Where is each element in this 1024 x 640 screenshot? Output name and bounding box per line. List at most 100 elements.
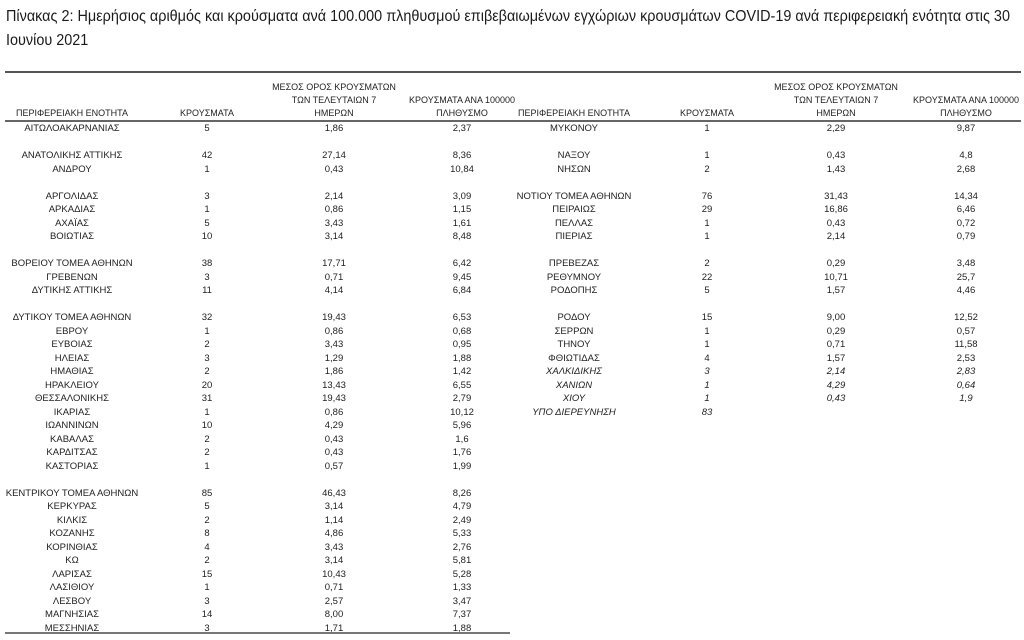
cell-per-100k: 3,47 [452,595,472,607]
cell-region: ΡΟΔΟΠΗΣ [550,285,598,296]
cell-per-100k: 14,34 [954,190,978,202]
cell-per-100k: 4,79 [452,501,472,512]
cell-per-100k: 2,76 [452,541,472,553]
table-row: ΗΡΑΚΛΕΙΟΥ 20 13,43 6,55 ΧΑΝΙΩΝ 1 4,29 0,64 [0,379,1024,393]
cell-avg-7day: 2,14 [826,231,846,242]
cell-region: ΚΙΛΚΙΣ [56,514,88,526]
table-row: ΔΥΤΙΚΟΥ ΤΟΜΕΑ ΑΘΗΝΩΝ 32 19,43 6,53 ΡΟΔΟΥ 15 9,… [0,311,1024,325]
cell-region: ΗΡΑΚΛΕΙΟΥ [45,379,99,391]
cell-per-100k: 8,48 [452,231,472,242]
cell-region: ΝΟΤΙΟΥ ΤΟΜΕΑ ΑΘΗΝΩΝ [516,190,632,202]
header-text: ΚΡΟΥΣΜΑΤΑ ΑΝΑ 100000 [409,95,515,105]
cell-cases: 14 [201,609,213,620]
cell-cases: 3 [204,622,210,634]
cell-avg-7day: 3,14 [324,555,344,566]
cell-per-100k: 2,37 [452,123,472,134]
cell-avg-7day: 10,71 [824,271,848,283]
cell-cases: 1 [704,379,710,391]
table-row: ΑΝΔΡΟΥ 1 0,43 10,84 ΝΗΣΩΝ 2 1,43 2,68 [0,163,1024,177]
cell-region: ΚΑΡΔΙΤΣΑΣ [46,447,98,458]
cell-region: ΘΕΣΣΑΛΟΝΙΚΗΣ [35,393,109,404]
cell-per-100k: 6,42 [452,258,472,269]
cell-per-100k: 1,88 [452,352,472,364]
cell-cases: 2 [704,163,710,175]
cell-cases: 2 [204,339,210,350]
cell-cases: 31 [201,393,213,404]
cell-per-100k: 9,45 [452,271,472,283]
table-row: ΕΒΡΟΥ 1 0,86 0,68 ΣΕΡΡΩΝ 1 0,29 0,57 [0,325,1024,339]
cell-cases: 1 [204,460,210,472]
cell-cases: 5 [704,285,710,296]
header-text: ΠΕΡΙΦΕΡΕΙΑΚΗ ΕΝΟΤΗΤΑ [15,108,129,118]
cell-cases: 2 [204,433,210,445]
cell-cases: 5 [204,217,210,229]
cell-per-100k: 1,76 [452,447,472,458]
cell-avg-7day: 0,43 [826,217,846,229]
cell-region: ΡΟΔΟΥ [557,312,591,323]
column-header-region: ΠΕΡΙΦΕΡΕΙΑΚΗ ΕΝΟΤΗΤΑ [499,80,649,120]
cell-cases: 2 [704,258,710,269]
cell-avg-7day: 3,43 [324,339,344,350]
header-text: ΠΛΗΘΥΣΜΟ [940,108,992,118]
cell-avg-7day: 46,43 [322,487,346,499]
cell-avg-7day: 0,43 [826,393,846,404]
cell-cases: 22 [701,271,713,283]
header-text: ΤΩΝ ΤΕΛΕΥΤΑΙΩΝ 7 [291,95,377,105]
cell-avg-7day: 0,86 [324,204,344,215]
cell-avg-7day: 31,43 [824,190,848,202]
cell-per-100k: 3,09 [452,190,472,202]
table-row: ΚΕΝΤΡΙΚΟΥ ΤΟΜΕΑ ΑΘΗΝΩΝ 85 46,43 8,26 [0,487,1024,501]
cell-region: ΚΕΡΚΥΡΑΣ [47,501,97,512]
cell-cases: 1 [204,582,210,593]
cell-cases: 2 [204,447,210,458]
cell-region: ΙΩΑΝΝΙΝΩΝ [45,420,99,431]
table-row: ΑΡΓΟΛΙΔΑΣ 3 2,14 3,09 ΝΟΤΙΟΥ ΤΟΜΕΑ ΑΘΗΝΩΝ 76 3… [0,190,1024,204]
cell-cases: 1 [704,231,710,242]
table-row: ΗΜΑΘΙΑΣ 2 1,86 1,42 ΧΑΛΚΙΔΙΚΗΣ 3 2,14 2,83 [0,365,1024,379]
cell-per-100k: 1,42 [452,366,472,377]
cell-cases: 20 [201,379,213,391]
table-row: ΚΑΣΤΟΡΙΑΣ 1 0,57 1,99 [0,460,1024,474]
cell-region: ΛΕΣΒΟΥ [52,595,92,607]
table-row: ΒΟΡΕΙΟΥ ΤΟΜΕΑ ΑΘΗΝΩΝ 38 17,71 6,42 ΠΡΕΒΕΖΑΣ 2… [0,257,1024,271]
header-text: ΜΕΣΟΣ ΟΡΟΣ ΚΡΟΥΣΜΑΤΩΝ [272,82,396,92]
cell-cases: 1 [704,393,710,404]
table-top-rule [5,71,1021,73]
cell-cases: 76 [701,190,713,202]
cell-avg-7day: 27,14 [322,150,346,161]
cell-per-100k: 1,6 [455,433,469,445]
cell-region: ΜΕΣΣΗΝΙΑΣ [44,622,100,634]
cell-avg-7day: 4,29 [324,420,344,431]
cell-per-100k: 2,53 [956,352,976,364]
cell-region: ΚΟΡΙΝΘΙΑΣ [46,541,98,553]
table-row: ΚΟΡΙΝΘΙΑΣ 4 3,43 2,76 [0,541,1024,555]
cell-per-100k: 0,57 [956,325,976,337]
cell-region: ΧΑΛΚΙΔΙΚΗΣ [546,366,602,377]
cell-per-100k: 25,7 [956,271,976,283]
table-body: ΑΙΤΩΛΟΑΚΑΡΝΑΝΙΑΣ 5 1,86 2,37 ΜΥΚΟΝΟΥ 1 2,29 9,8… [0,122,1024,635]
cell-avg-7day: 3,14 [324,501,344,512]
cell-avg-7day: 1,86 [324,366,344,377]
cell-cases: 83 [701,406,713,418]
spacer-row [0,244,1024,258]
cell-region: ΜΥΚΟΝΟΥ [550,123,598,134]
column-header-per-100k: ΚΡΟΥΣΜΑΤΑ ΑΝΑ 100000 ΠΛΗΘΥΣΜΟ [906,80,1024,120]
cell-per-100k: 0,79 [956,231,976,242]
header-text: ΠΛΗΘΥΣΜΟ [436,108,488,118]
cell-per-100k: 0,95 [452,339,472,350]
column-header-avg-7day: ΜΕΣΟΣ ΟΡΟΣ ΚΡΟΥΣΜΑΤΩΝ ΤΩΝ ΤΕΛΕΥΤΑΙΩΝ 7 ΗΜΕ… [269,80,399,120]
cell-per-100k: 6,84 [452,285,472,296]
cell-avg-7day: 0,86 [324,325,344,337]
cell-avg-7day: 1,57 [826,352,846,364]
table-row: ΔΥΤΙΚΗΣ ΑΤΤΙΚΗΣ 11 4,14 6,84 ΡΟΔΟΠΗΣ 5 1,57 4,4… [0,284,1024,298]
cell-per-100k: 6,55 [452,379,472,391]
cell-region: ΚΟΖΑΝΗΣ [49,528,95,539]
cell-region: ΠΕΛΛΑΣ [554,217,594,229]
cell-region: ΗΛΕΙΑΣ [54,352,90,364]
cell-region: ΡΕΘΥΜΝΟΥ [546,271,602,283]
table-row: ΑΧΑΪΑΣ 5 3,43 1,61 ΠΕΛΛΑΣ 1 0,43 0,72 [0,217,1024,231]
cell-region: ΛΑΣΙΘΙΟΥ [49,582,95,593]
cell-avg-7day: 19,43 [322,393,346,404]
cell-cases: 32 [201,312,213,323]
cell-region: ΦΘΙΩΤΙΔΑΣ [548,352,600,364]
